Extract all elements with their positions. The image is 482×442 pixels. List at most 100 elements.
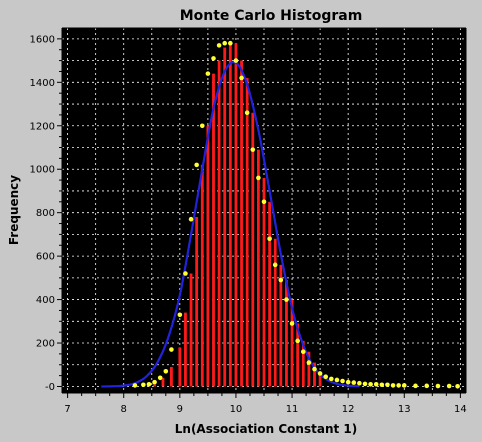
data-point — [244, 110, 250, 116]
data-point — [199, 123, 205, 129]
data-point — [239, 75, 244, 81]
data-point — [390, 383, 396, 388]
data-point — [373, 382, 379, 387]
histogram-bar — [195, 217, 199, 387]
y-tick-label: 200 — [36, 339, 55, 350]
x-tick-label: 9 — [177, 404, 183, 415]
data-point — [183, 271, 188, 276]
data-point — [261, 199, 267, 205]
histogram-bar — [212, 73, 215, 387]
data-point — [146, 382, 152, 387]
data-point — [401, 383, 407, 388]
data-point — [163, 368, 169, 374]
data-point — [312, 366, 317, 372]
x-tick-label: 11 — [286, 404, 299, 415]
data-point — [289, 321, 295, 326]
y-tick-label: 1200 — [30, 121, 55, 132]
data-point — [250, 147, 256, 152]
histogram-bar — [184, 312, 187, 387]
histogram-bar — [200, 164, 204, 387]
histogram-bar — [279, 264, 283, 387]
x-tick-label: 10 — [230, 404, 243, 415]
histogram-bar — [301, 340, 305, 387]
histogram-bar — [245, 77, 249, 387]
x-axis-label: Ln(Association Constant 1) — [175, 422, 358, 436]
data-point — [233, 58, 239, 63]
data-point — [334, 377, 340, 383]
data-point — [357, 380, 362, 386]
data-point — [435, 383, 441, 389]
histogram-bar — [313, 362, 316, 387]
histogram-bar — [256, 149, 260, 387]
data-point — [222, 40, 228, 46]
y-tick-label: 1400 — [30, 78, 55, 89]
data-point — [351, 380, 357, 385]
data-point — [306, 360, 312, 365]
histogram-bar — [161, 377, 165, 387]
data-point — [413, 383, 418, 389]
data-point — [295, 338, 300, 344]
data-point — [385, 382, 390, 388]
x-tick-label: 14 — [454, 404, 467, 415]
data-point — [446, 383, 452, 389]
data-point — [379, 382, 385, 388]
y-tick-label: 1600 — [30, 34, 55, 45]
y-tick-label: 600 — [36, 252, 55, 263]
data-point — [323, 374, 329, 380]
histogram-bar — [234, 43, 238, 387]
histogram-bar — [223, 47, 227, 387]
data-point — [169, 347, 174, 352]
histogram-bar — [307, 351, 311, 387]
y-axis-label: Frequency — [7, 175, 21, 245]
y-tick-labels: -0 200 400 600 800 1000 1200 1400 1600 — [30, 34, 55, 393]
data-point — [132, 383, 138, 388]
data-point — [256, 175, 261, 181]
data-point — [205, 71, 211, 76]
data-point — [317, 371, 323, 376]
histogram-bar — [170, 366, 173, 387]
data-point — [345, 379, 351, 385]
data-point — [228, 40, 233, 46]
histogram-bar — [217, 60, 221, 387]
data-point — [368, 382, 373, 387]
histogram-bar — [228, 43, 232, 387]
x-tick-label: 13 — [398, 404, 411, 415]
histogram-bar — [240, 60, 243, 387]
data-point — [329, 376, 334, 382]
data-point — [300, 349, 306, 355]
data-point — [362, 381, 368, 387]
data-point — [216, 43, 222, 48]
x-tick-label: 7 — [64, 404, 70, 415]
data-point — [396, 383, 401, 388]
histogram-bar — [290, 299, 294, 387]
data-point — [424, 383, 430, 389]
data-point — [284, 297, 289, 302]
histogram-bar — [262, 177, 266, 387]
axes — [57, 27, 467, 398]
histogram-bar — [206, 125, 210, 387]
histogram-bar — [268, 201, 272, 387]
x-tick-label: 8 — [121, 404, 127, 415]
x-tick-label: 12 — [342, 404, 355, 415]
data-point — [272, 262, 278, 268]
data-point — [340, 378, 345, 384]
data-point — [278, 277, 284, 283]
histogram-bar — [251, 112, 255, 387]
y-tick-label: 400 — [36, 295, 55, 306]
x-tick-labels: 7 8 9 10 11 12 13 14 — [64, 404, 466, 415]
data-point — [188, 216, 194, 222]
histogram-bar — [273, 238, 277, 387]
histogram-bars — [153, 43, 322, 387]
data-point — [455, 383, 460, 389]
data-point — [152, 379, 157, 385]
y-tick-label: 1000 — [30, 165, 55, 176]
data-point — [141, 382, 146, 388]
data-point — [211, 56, 216, 61]
histogram-bar — [318, 373, 322, 387]
data-point — [194, 162, 199, 168]
histogram-bar — [189, 273, 193, 387]
histogram-bar — [296, 323, 300, 387]
histogram-bar — [153, 384, 156, 387]
data-point — [267, 236, 272, 242]
